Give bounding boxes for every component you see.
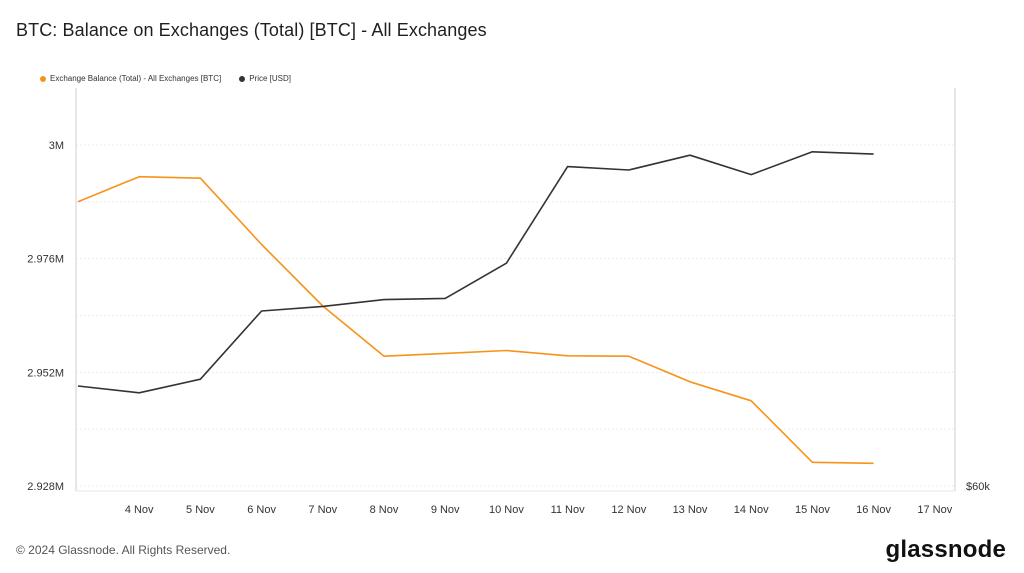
- x-tick-label: 16 Nov: [856, 504, 891, 516]
- x-tick-label: 13 Nov: [673, 504, 708, 516]
- chart-axes: [75, 88, 956, 492]
- y-tick-label: 2.928M: [27, 481, 64, 493]
- chart-legend: Exchange Balance (Total) - All Exchanges…: [40, 74, 291, 83]
- x-tick-label: 4 Nov: [125, 504, 154, 516]
- glassnode-logo: glassnode: [885, 536, 1006, 563]
- x-tick-label: 12 Nov: [611, 504, 646, 516]
- x-tick-label: 15 Nov: [795, 504, 830, 516]
- axis-labels: 3M 2.976M 2.952M 2.928M $60k 4 Nov 5 Nov 6 Nov 7…: [27, 140, 990, 516]
- chart-title: BTC: Balance on Exchanges (Total) [BTC] …: [16, 20, 487, 40]
- x-tick-label: 14 Nov: [734, 504, 769, 516]
- series-line-price: [77, 151, 874, 394]
- grid-lines: [76, 144, 955, 487]
- x-tick-label: 7 Nov: [308, 504, 337, 516]
- legend-dot-exchange-balance: [40, 75, 46, 82]
- y-tick-label: 2.952M: [27, 367, 64, 379]
- x-tick-label: 9 Nov: [431, 504, 460, 516]
- chart-series: [77, 151, 874, 465]
- y-right-tick-label: $60k: [966, 481, 990, 493]
- legend-label-price: Price [USD]: [249, 74, 291, 83]
- legend-dot-price: [239, 75, 246, 82]
- y-tick-label: 3M: [49, 140, 64, 152]
- series-line-exchange-balance: [77, 175, 874, 465]
- legend-label-exchange-balance: Exchange Balance (Total) - All Exchanges…: [50, 74, 222, 83]
- legend-item-price[interactable]: Price [USD]: [239, 74, 291, 83]
- copyright-text: © 2024 Glassnode. All Rights Reserved.: [16, 543, 231, 557]
- x-tick-label: 17 Nov: [917, 504, 952, 516]
- y-tick-label: 2.976M: [27, 254, 64, 266]
- x-tick-label: 10 Nov: [489, 504, 524, 516]
- legend-item-exchange-balance[interactable]: Exchange Balance (Total) - All Exchanges…: [40, 74, 221, 83]
- x-tick-label: 5 Nov: [186, 504, 215, 516]
- x-tick-label: 8 Nov: [370, 504, 399, 516]
- x-tick-label: 6 Nov: [247, 504, 276, 516]
- x-tick-label: 11 Nov: [551, 504, 586, 516]
